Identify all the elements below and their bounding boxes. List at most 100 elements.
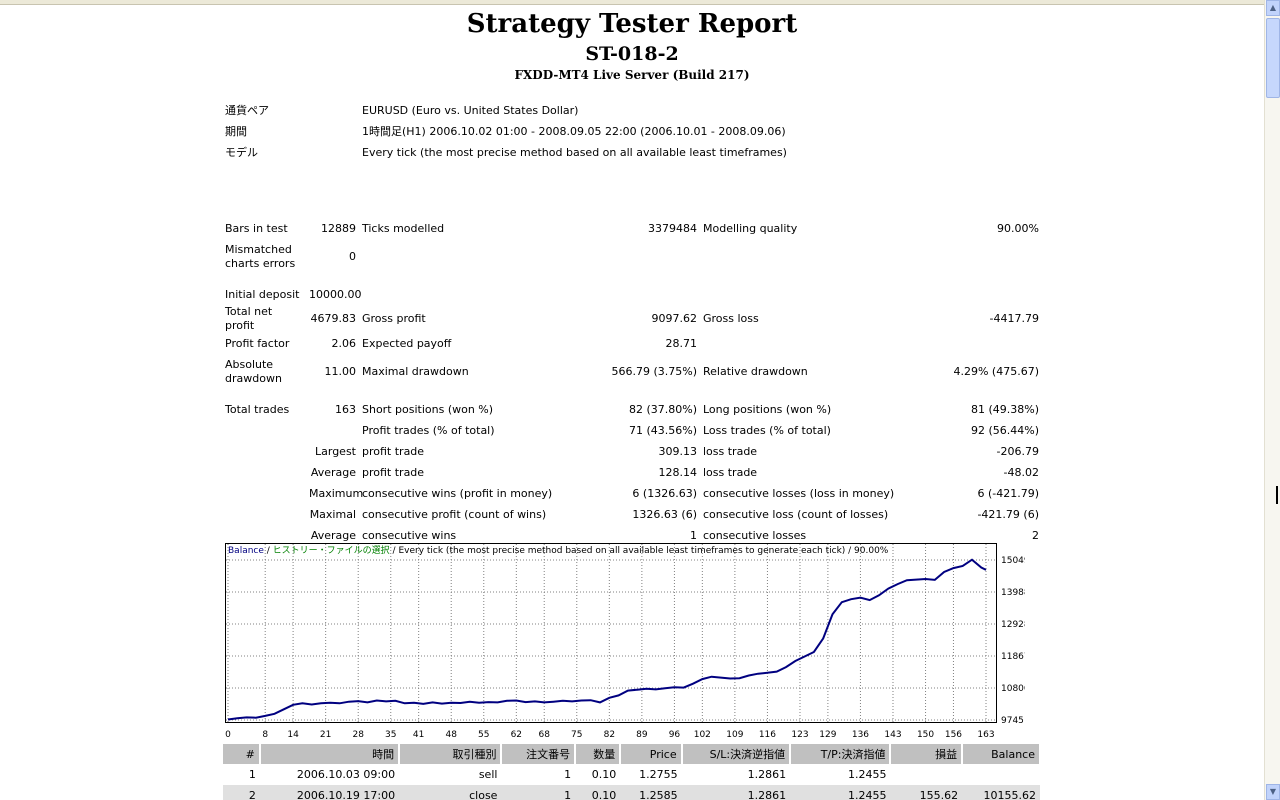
stat-label: Relative drawdown bbox=[703, 365, 808, 378]
stat-value: 1 bbox=[690, 528, 697, 542]
x-tick-label: 0 bbox=[225, 730, 231, 739]
x-tick-label: 35 bbox=[385, 730, 396, 739]
stat-label: consecutive losses (loss in money) bbox=[703, 486, 895, 500]
x-tick-label: 68 bbox=[538, 730, 550, 739]
column-header: 数量 bbox=[575, 744, 622, 764]
scroll-down-arrow-icon[interactable]: ▼ bbox=[1266, 784, 1280, 800]
x-tick-label: 123 bbox=[791, 730, 808, 739]
table-cell: 1.2755 bbox=[639, 768, 678, 781]
stats-row: Maximum consecutive wins (profit in mone… bbox=[222, 483, 1042, 504]
stats-row: Absolute drawdown 11.00 Maximal drawdown … bbox=[222, 354, 1042, 390]
stat-label: profit trade bbox=[362, 465, 425, 479]
model-label: モデル bbox=[225, 146, 258, 159]
scroll-up-arrow-icon[interactable]: ▲ bbox=[1266, 0, 1280, 16]
table-cell: 1 bbox=[248, 768, 256, 781]
stat-label: Total net profit bbox=[225, 305, 273, 332]
stat-label: consecutive wins (profit in money) bbox=[362, 486, 553, 500]
stat-label: Mismatched charts errors bbox=[222, 239, 306, 275]
stat-value: 90.00% bbox=[997, 221, 1039, 235]
stat-label: Long positions (won %) bbox=[703, 402, 832, 416]
column-header: S/L:決済逆指値 bbox=[681, 744, 792, 764]
stat-label: Gross profit bbox=[362, 312, 426, 325]
stat-label: consecutive loss (count of losses) bbox=[703, 507, 889, 521]
x-tick-label: 96 bbox=[669, 730, 681, 739]
stat-label: Largest bbox=[315, 444, 356, 458]
stat-label: consecutive profit (count of wins) bbox=[362, 507, 547, 521]
stats-row: Initial deposit 10000.00 bbox=[222, 284, 1042, 305]
x-tick-label: 41 bbox=[413, 730, 424, 739]
stat-label: Profit factor bbox=[225, 336, 290, 350]
legend-balance: Balance bbox=[228, 546, 264, 556]
stat-label: Gross loss bbox=[703, 312, 759, 325]
x-tick-label: 116 bbox=[759, 730, 776, 739]
table-cell: 2006.10.19 17:00 bbox=[259, 785, 400, 800]
stat-value: 4679.83 bbox=[310, 312, 357, 325]
stat-value: 9097.62 bbox=[651, 312, 698, 325]
stat-value: 0 bbox=[349, 250, 356, 263]
stat-label-line: Absolute bbox=[225, 358, 274, 371]
stats-row: Profit trades (% of total) 71 (43.56%) L… bbox=[222, 420, 1042, 441]
y-tick-label: 12928 bbox=[1001, 620, 1025, 630]
x-tick-label: 102 bbox=[694, 730, 711, 739]
stat-value: 1326.63 (6) bbox=[632, 507, 697, 521]
scrollbar-thumb[interactable] bbox=[1266, 18, 1280, 98]
table-cell bbox=[890, 764, 962, 785]
x-tick-label: 129 bbox=[819, 730, 836, 739]
stat-label-line: drawdown bbox=[225, 372, 282, 385]
stat-value: 4.29% (475.67) bbox=[953, 365, 1039, 378]
pair-label: 通貨ペア bbox=[225, 104, 269, 117]
table-cell: 155.62 bbox=[890, 785, 963, 800]
chart-legend: Balance / ヒストリー・ファイルの選択 / Every tick (th… bbox=[228, 545, 888, 557]
stat-value: 71 (43.56%) bbox=[628, 423, 697, 437]
table-cell: sell bbox=[478, 768, 498, 781]
x-tick-label: 28 bbox=[352, 730, 364, 739]
table-cell bbox=[962, 764, 1040, 785]
stat-label: Average bbox=[310, 465, 356, 479]
stat-label: Average bbox=[310, 528, 356, 542]
stat-label: Short positions (won %) bbox=[362, 402, 494, 416]
table-cell: 1 bbox=[564, 768, 572, 781]
report-name: ST-018-2 bbox=[585, 43, 679, 65]
stat-label-line: charts errors bbox=[225, 257, 296, 270]
period-value: 1時間足(H1) 2006.10.02 01:00 - 2008.09.05 2… bbox=[362, 125, 786, 138]
stats-row: Total net profit 4679.83 Gross profit 90… bbox=[222, 305, 1042, 333]
chart-frame bbox=[225, 543, 997, 723]
stat-value: 128.14 bbox=[658, 465, 698, 479]
stat-label: Profit trades (% of total) bbox=[362, 423, 495, 437]
stat-label: loss trade bbox=[703, 444, 758, 458]
trades-header-row: # 時間 取引種別 注文番号 数量 Price S/L:決済逆指値 T/P:決済指値 損益 Bal… bbox=[223, 744, 1041, 764]
stats-row: Average consecutive wins 1 consecutive l… bbox=[222, 525, 1042, 546]
balance-line bbox=[227, 558, 987, 721]
column-header: T/P:決済指値 bbox=[790, 744, 892, 764]
y-tick-label: 13988 bbox=[1001, 588, 1025, 598]
stats-row: Total trades 163 Short positions (won %)… bbox=[222, 399, 1042, 420]
x-tick-label: 21 bbox=[320, 730, 331, 739]
table-row: 2 2006.10.19 17:00 close 1 0.10 1.2585 1.2861 1… bbox=[223, 785, 1040, 800]
trades-body: 1 2006.10.03 09:00 sell 1 0.10 1.2755 1.2861 1.… bbox=[223, 764, 1040, 800]
vertical-scrollbar[interactable]: ▲ ▼ bbox=[1264, 0, 1280, 800]
report-title: Strategy Tester Report bbox=[466, 9, 798, 39]
text-cursor-icon bbox=[1276, 486, 1278, 504]
table-cell: 0.10 bbox=[591, 768, 617, 781]
x-tick-label: 75 bbox=[571, 730, 582, 739]
model-value: Every tick (the most precise method base… bbox=[362, 146, 787, 159]
stat-label: profit trade bbox=[362, 444, 425, 458]
stat-value: 2.06 bbox=[331, 336, 357, 350]
legend-history-link[interactable]: ヒストリー・ファイルの選択 bbox=[272, 546, 390, 556]
table-cell: 1.2455 bbox=[847, 768, 887, 781]
balance-chart: 9745 10806 11867 12928 13988 15049 0 8 14 21 28 35 4… bbox=[225, 543, 1025, 739]
stat-value: 92 (56.44%) bbox=[970, 423, 1039, 437]
stat-label: loss trade bbox=[703, 465, 758, 479]
column-header: 注文番号 bbox=[501, 744, 577, 764]
x-tick-label: 82 bbox=[604, 730, 615, 739]
stats-row: Bars in test 12889 Ticks modelled 337948… bbox=[222, 218, 1042, 239]
table-cell: 2 bbox=[223, 785, 260, 800]
y-tick-label: 15049 bbox=[1001, 556, 1025, 566]
stat-value: 6 (1326.63) bbox=[632, 486, 697, 500]
legend-separator: / bbox=[263, 546, 273, 556]
x-tick-label: 14 bbox=[287, 730, 299, 739]
stat-value: 82 (37.80%) bbox=[628, 402, 697, 416]
stat-value: 28.71 bbox=[665, 336, 698, 350]
legend-model: / Every tick (the most precise method ba… bbox=[389, 546, 889, 556]
period-label: 期間 bbox=[225, 125, 247, 138]
